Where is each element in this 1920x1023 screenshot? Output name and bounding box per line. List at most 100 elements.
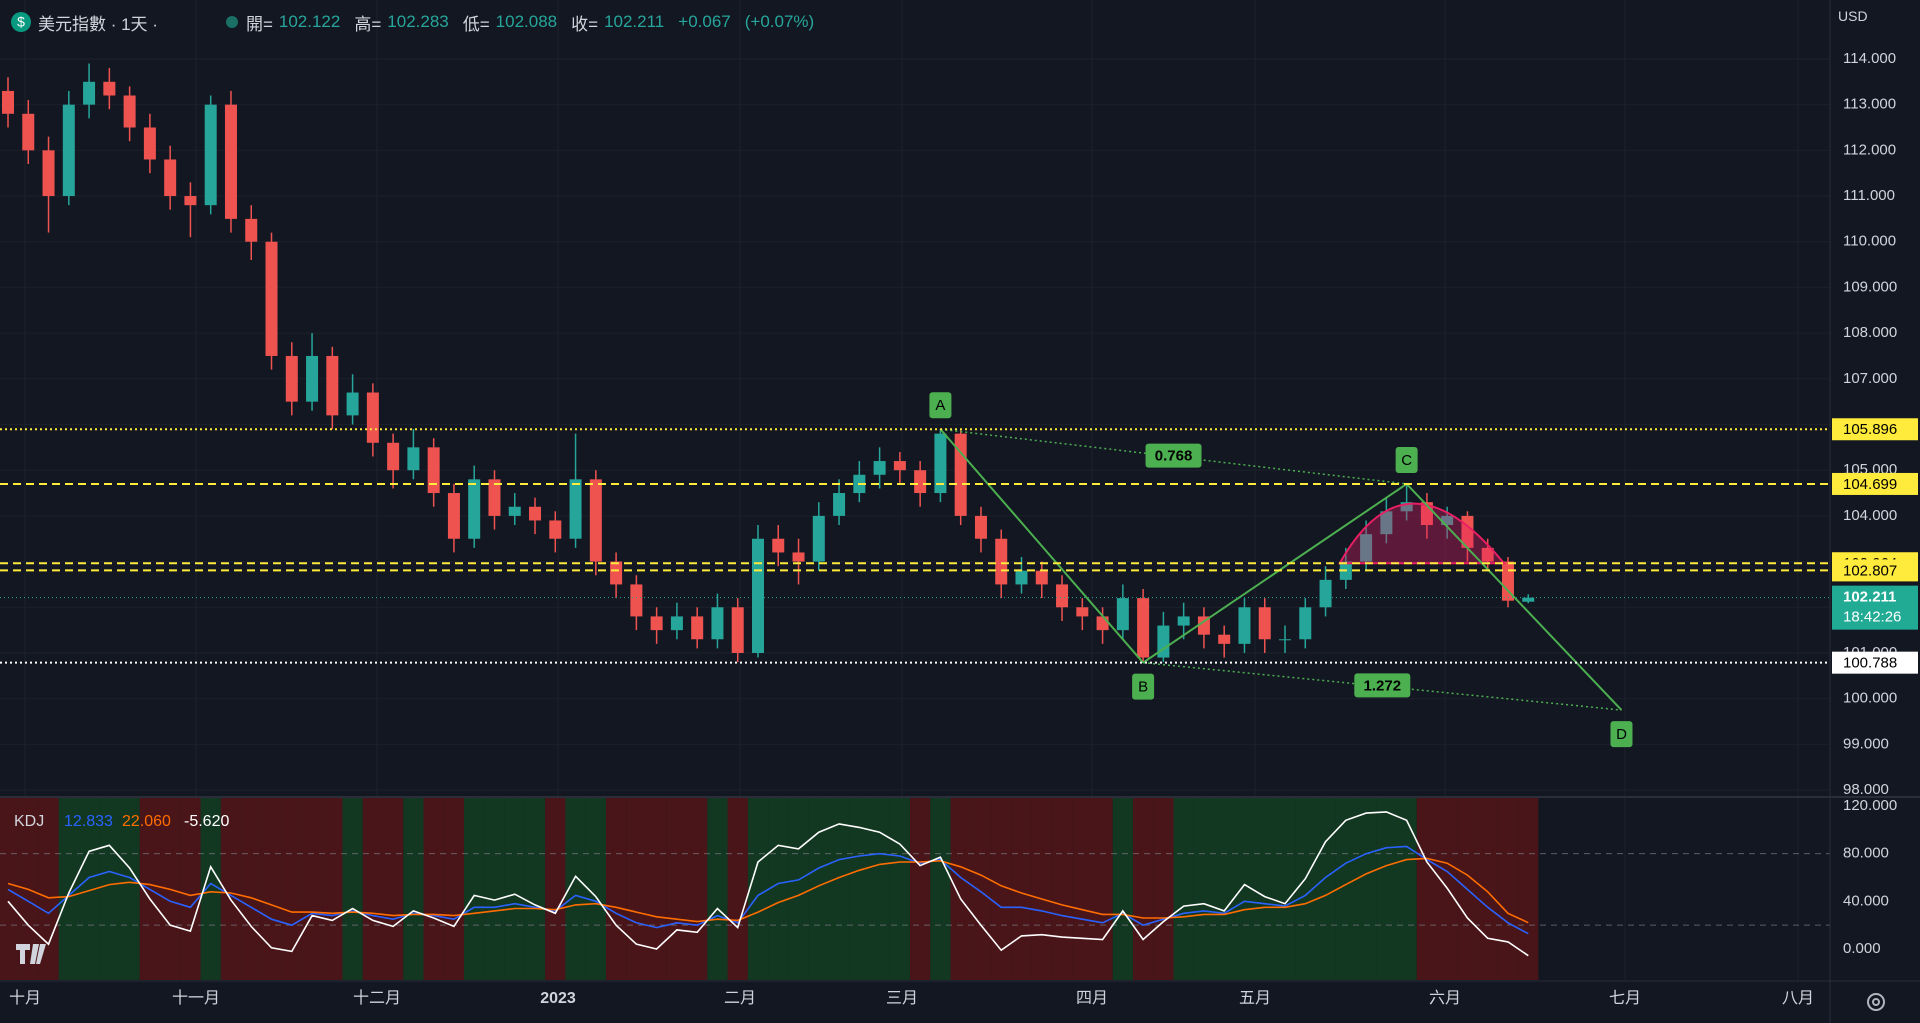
kdj-zone bbox=[1132, 798, 1154, 980]
candle-body bbox=[1056, 584, 1069, 608]
candle-body bbox=[1380, 511, 1393, 535]
candle-body bbox=[42, 150, 55, 197]
candle-body bbox=[488, 479, 501, 516]
kdj-zone bbox=[1112, 798, 1133, 980]
candle-body bbox=[914, 470, 927, 494]
kdj-zone bbox=[241, 798, 262, 980]
kdj-zone bbox=[950, 798, 971, 980]
kdj-zone bbox=[1214, 798, 1235, 980]
candle-body bbox=[670, 616, 683, 631]
kdj-zone bbox=[1335, 798, 1356, 980]
kdj-zone bbox=[585, 798, 606, 980]
y-tick-label: 110.000 bbox=[1843, 233, 1896, 250]
level-box bbox=[1832, 418, 1918, 441]
y-tick-label: 100.000 bbox=[1843, 690, 1897, 707]
kdj-zone bbox=[504, 798, 525, 980]
y-tick-label: 80.000 bbox=[1843, 845, 1889, 862]
kdj-zone bbox=[1234, 798, 1255, 980]
candle-body bbox=[346, 392, 359, 416]
candle-body bbox=[751, 538, 764, 653]
kdj-zone bbox=[869, 798, 890, 980]
price-pane: 0.768 1.272 A B C D bbox=[0, 63, 1830, 748]
pattern-leg bbox=[1142, 483, 1408, 664]
y-tick-label: 0.000 bbox=[1843, 940, 1881, 957]
pattern-leg bbox=[1405, 483, 1623, 711]
kdj-zone bbox=[1477, 798, 1498, 980]
candle-body bbox=[630, 584, 643, 617]
kdj-zone bbox=[1254, 798, 1275, 980]
ratio-box bbox=[1354, 673, 1411, 698]
kdj-zone bbox=[1376, 798, 1397, 980]
kdj-zone bbox=[78, 798, 100, 980]
kdj-zone bbox=[261, 798, 282, 980]
level-label: 100.788 bbox=[1843, 655, 1897, 672]
kdj-zone bbox=[119, 798, 140, 980]
candle-body bbox=[245, 218, 258, 242]
x-tick-label: 四月 bbox=[1076, 990, 1108, 1007]
kdj-zone bbox=[565, 798, 586, 980]
candle-body bbox=[204, 104, 217, 206]
y-tick-label: 113.000 bbox=[1843, 96, 1896, 113]
x-tick-label: 六月 bbox=[1429, 989, 1461, 1007]
kdj-k-value: 12.833 bbox=[64, 813, 113, 830]
candle-body bbox=[893, 461, 906, 471]
candle-body bbox=[873, 461, 886, 475]
kdj-zone bbox=[1153, 798, 1174, 980]
kdj-zone bbox=[707, 798, 728, 980]
countdown: 18:42:26 bbox=[1843, 609, 1901, 626]
kdj-zone bbox=[727, 798, 748, 980]
kdj-d-value: 22.060 bbox=[122, 813, 171, 830]
candle-body bbox=[103, 81, 116, 96]
candle-body bbox=[143, 127, 156, 160]
kdj-zone bbox=[747, 798, 769, 980]
open-label: 開= bbox=[245, 14, 273, 34]
svg-text:$: $ bbox=[17, 14, 25, 30]
kdj-zone bbox=[1518, 798, 1539, 980]
symbol-icon: $ bbox=[11, 12, 31, 32]
candle-body bbox=[549, 520, 562, 539]
kdj-line bbox=[7, 845, 1529, 935]
kdj-zone bbox=[58, 798, 79, 980]
x-tick-label: 十一月 bbox=[172, 989, 220, 1007]
candle-body bbox=[1177, 616, 1190, 626]
kdj-zone bbox=[423, 798, 444, 980]
kdj-zone bbox=[1193, 798, 1215, 980]
kdj-zone bbox=[849, 798, 870, 980]
change: +0.067 bbox=[678, 12, 731, 31]
y-tick-label: 98.000 bbox=[1843, 781, 1889, 798]
kdj-zone bbox=[666, 798, 688, 980]
candle-body bbox=[1522, 597, 1535, 602]
kdj-zone bbox=[605, 798, 627, 980]
y-tick-label: 104.000 bbox=[1843, 507, 1897, 524]
kdj-line bbox=[7, 857, 1529, 924]
symbol[interactable]: 美元指數 · 1天 · bbox=[38, 14, 158, 34]
x-tick-label: 十月 bbox=[9, 989, 41, 1007]
kdj-zone bbox=[1031, 798, 1052, 980]
candle-body bbox=[1481, 547, 1494, 562]
candle-body bbox=[387, 442, 400, 471]
candle-body bbox=[995, 538, 1008, 585]
x-tick-label: 2023 bbox=[540, 990, 576, 1007]
candle-body bbox=[1116, 598, 1129, 631]
kdj-zone bbox=[626, 798, 647, 980]
ratio-box bbox=[1145, 443, 1202, 468]
kdj-zone bbox=[362, 798, 383, 980]
candle-body bbox=[1400, 502, 1413, 512]
candle-body bbox=[164, 159, 177, 197]
candle-body bbox=[1015, 570, 1028, 585]
currency-button[interactable]: USD bbox=[1838, 8, 1868, 24]
tv-logo bbox=[16, 944, 46, 964]
x-tick-label: 八月 bbox=[1782, 990, 1814, 1007]
kdj-zone bbox=[1051, 798, 1073, 980]
level-box bbox=[1832, 472, 1918, 495]
candle-body bbox=[650, 616, 663, 631]
candle-body bbox=[508, 506, 521, 516]
kdj-zone bbox=[38, 798, 59, 980]
point-label: C bbox=[1401, 452, 1412, 469]
kdj-zone bbox=[970, 798, 992, 980]
settings-icon[interactable] bbox=[1867, 993, 1885, 1011]
kdj-zone bbox=[1416, 798, 1438, 980]
candle-body bbox=[934, 433, 947, 494]
kdj-zone bbox=[1274, 798, 1296, 980]
